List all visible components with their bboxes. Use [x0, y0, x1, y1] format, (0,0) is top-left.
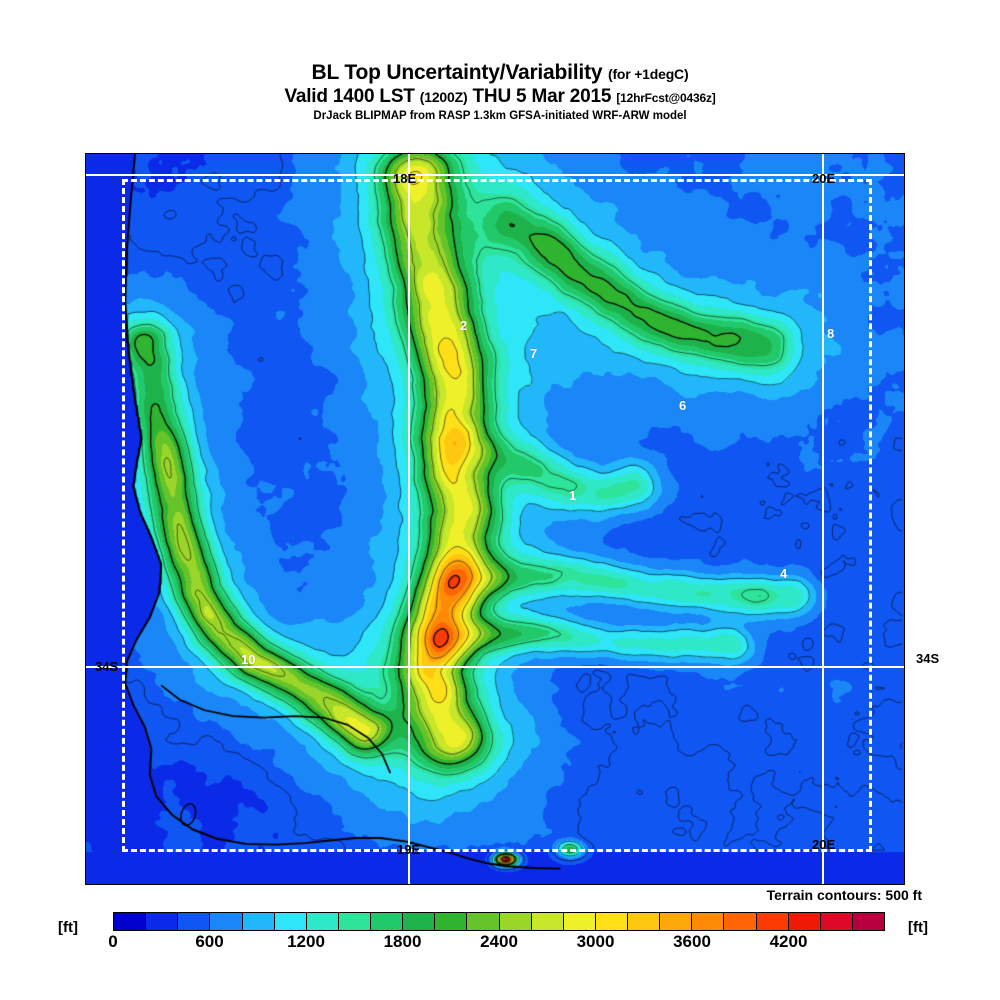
gridline-horizontal: [86, 666, 904, 668]
colorbar-swatch-15: [595, 913, 628, 930]
colorbar-swatch-10: [435, 913, 468, 930]
colorbar-tick-4200: 4200: [769, 932, 808, 951]
chart-title-qualifier: (for +1degC): [607, 66, 689, 82]
chart-title-text: BL Top Uncertainty/Variability: [311, 61, 603, 84]
colorbar-swatch-5: [274, 913, 307, 930]
colorbar-tick-0: 0: [108, 932, 118, 951]
title-block: BL Top Uncertainty/Variability (for +1de…: [0, 61, 1000, 123]
grid-label-20e-bottom: 20E: [812, 837, 836, 852]
colorbar-tick-3000: 3000: [576, 932, 615, 951]
colorbar-swatch-14: [563, 913, 596, 930]
forecast-stamp: [12hrFcst@0436z]: [616, 90, 716, 105]
gridline-vertical: [822, 154, 824, 884]
colorbar-swatch-17: [660, 913, 693, 930]
colorbar-unit-left: [ft]: [58, 919, 78, 936]
map-marker-1[interactable]: 1: [569, 488, 577, 503]
colorbar-tick-1200: 1200: [287, 932, 325, 951]
grid-label-34s-right: 34S: [916, 651, 940, 666]
model-credit: DrJack BLIPMAP from RASP 1.3km GFSA-init…: [313, 110, 687, 123]
grid-label-34s-left: 34S: [95, 659, 119, 674]
grid-label-20e-top: 20E: [812, 171, 836, 186]
colorbar-swatch-18: [692, 913, 725, 930]
valid-time-utc: (1200Z): [419, 88, 468, 105]
colorbar-unit-right: [ft]: [908, 919, 928, 936]
colorbar-tick-3600: 3600: [673, 932, 711, 951]
colorbar-tick-1800: 1800: [383, 932, 422, 951]
map-marker-8[interactable]: 8: [827, 326, 835, 341]
colorbar-swatch-22: [820, 913, 853, 930]
colorbar-swatch-4: [242, 913, 275, 930]
map-marker-7[interactable]: 7: [530, 346, 538, 361]
valid-time-prefix: Valid 1400 LST: [284, 85, 415, 107]
colorbar-legend: [ft] 0 600 1200 1800 2400 3000 3600 4200 [ft]: [0, 905, 1000, 951]
colorbar-swatch-20: [756, 913, 789, 930]
colorbar-swatch-9: [403, 913, 436, 930]
grid-label-18e: 18E: [393, 171, 417, 186]
map-marker-6[interactable]: 6: [679, 398, 687, 413]
colorbar-swatch-11: [467, 913, 500, 930]
chart-title: BL Top Uncertainty/Variability (for +1de…: [0, 61, 1000, 85]
colorbar-swatch-21: [788, 913, 821, 930]
grid-label-19e: 19E: [397, 842, 421, 857]
map-raster: [86, 154, 904, 884]
gridline-horizontal: [86, 174, 904, 176]
colorbar-swatch-2: [178, 913, 211, 930]
colorbar-ticks: 0 600 1200 1800 2400 3000 3600 4200: [108, 932, 885, 954]
colorbar-swatch-19: [724, 913, 757, 930]
colorbar-swatch-1: [146, 913, 179, 930]
colorbar-swatch-13: [531, 913, 564, 930]
model-domain-boundary: [122, 179, 872, 852]
colorbar-tick-2400: 2400: [480, 932, 518, 951]
map-marker-10[interactable]: 10: [241, 652, 256, 667]
colorbar-swatch-16: [628, 913, 661, 930]
colorbar-swatch-6: [306, 913, 339, 930]
colorbar-tick-600: 600: [195, 932, 224, 951]
colorbar-swatch-12: [499, 913, 532, 930]
colorbar-swatches: [113, 912, 885, 931]
terrain-contour-note: Terrain contours: 500 ft: [766, 887, 922, 903]
colorbar-swatch-3: [210, 913, 243, 930]
map-marker-2[interactable]: 2: [460, 318, 468, 333]
gridline-vertical: [408, 154, 410, 884]
valid-date: THU 5 Mar 2015: [472, 85, 612, 107]
colorbar-swatch-0: [114, 913, 147, 930]
forecast-map[interactable]: 18E 20E 19E 20E 34S 2 7 6 8 1 4 10: [85, 153, 905, 885]
map-marker-4[interactable]: 4: [780, 566, 788, 581]
chart-subtitle: Valid 1400 LST (1200Z) THU 5 Mar 2015 [1…: [0, 85, 1000, 108]
colorbar-swatch-23: [852, 913, 884, 930]
colorbar-swatch-7: [338, 913, 371, 930]
colorbar-swatch-8: [371, 913, 404, 930]
